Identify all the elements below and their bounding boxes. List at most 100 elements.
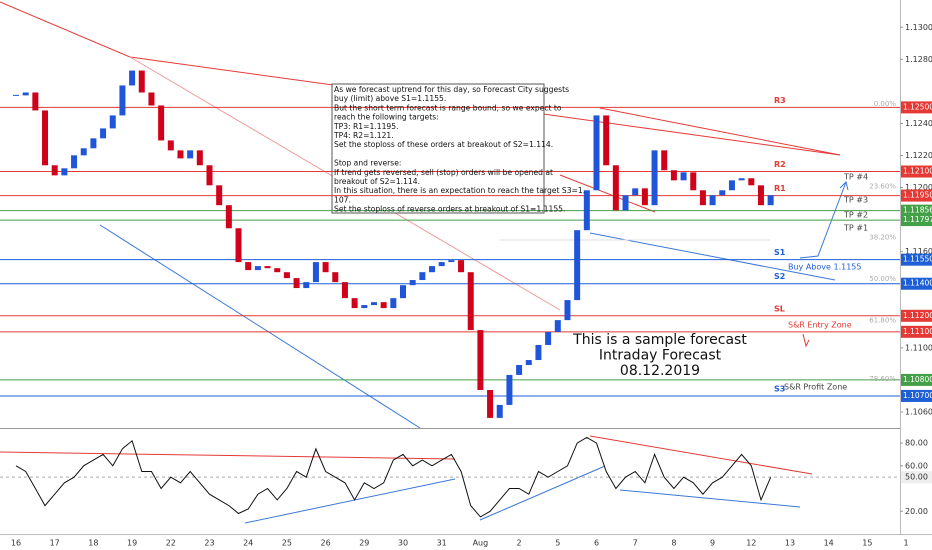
x-tick-label: 18 <box>88 539 98 548</box>
level-name: SL <box>774 304 785 313</box>
price-tag <box>901 325 932 338</box>
note-line: reach the following targets: <box>334 113 439 122</box>
price-tag <box>901 471 932 484</box>
rsi-trend-line <box>619 489 801 508</box>
fib-label: 23.60% <box>869 183 896 191</box>
candle <box>709 195 716 206</box>
candle <box>264 266 271 269</box>
fib-label: 61.80% <box>869 316 896 324</box>
candle <box>380 302 387 309</box>
x-tick-label: 26 <box>321 539 331 548</box>
y-tick-label: 60.00 <box>905 461 928 470</box>
candle <box>42 110 49 166</box>
candle <box>448 260 455 263</box>
arrow <box>799 181 847 259</box>
x-tick-label: 5 <box>555 539 560 548</box>
candle <box>341 282 348 299</box>
candle <box>235 228 242 263</box>
annotation: Buy Above 1.1155 <box>788 263 861 272</box>
x-tick-label: 30 <box>398 539 408 548</box>
candle <box>400 285 406 299</box>
candle <box>651 150 658 206</box>
candle <box>409 280 416 286</box>
candle <box>748 178 755 186</box>
candle <box>419 272 426 281</box>
annotation: TP #4 <box>843 173 868 182</box>
y-tick-label: 20.00 <box>905 507 928 516</box>
x-tick-label: 2 <box>517 539 522 548</box>
price-tag-label: 1.10700 <box>903 391 932 400</box>
rsi-trend-line <box>589 435 813 475</box>
candle <box>61 168 68 176</box>
candle <box>661 150 668 171</box>
price-tag <box>901 165 932 178</box>
candle <box>670 170 677 181</box>
x-tick-label: 9 <box>710 539 715 548</box>
price-tag <box>901 204 932 217</box>
candle <box>109 115 116 129</box>
annotation: TP #3 <box>843 196 868 205</box>
candle <box>332 272 339 283</box>
candle <box>351 298 358 309</box>
candle <box>506 374 513 405</box>
price-tag <box>901 189 932 202</box>
note-line: buy (limit) above S1=1.1155. <box>334 94 446 103</box>
price-tag-label: 1.10800 <box>903 375 932 384</box>
candle <box>370 302 377 306</box>
level-name: R1 <box>774 184 786 193</box>
candle <box>429 266 436 273</box>
candle <box>148 92 155 106</box>
annotation: TP #1 <box>843 224 868 233</box>
price-tag <box>901 277 932 290</box>
annotation: S&R Entry Zone <box>788 321 852 330</box>
candle <box>593 115 600 191</box>
level-name: R2 <box>774 160 786 169</box>
candle <box>274 268 281 273</box>
candle <box>71 155 78 169</box>
x-tick-label: 17 <box>50 539 60 548</box>
candle <box>206 165 213 186</box>
candle <box>516 365 523 375</box>
candle <box>187 150 194 159</box>
y-tick-label: 1.11000 <box>905 343 932 352</box>
candle <box>738 178 745 181</box>
price-tag <box>901 373 932 386</box>
x-tick-label: 6 <box>594 539 599 548</box>
x-tick-label: 7 <box>633 539 638 548</box>
candle <box>51 165 58 176</box>
note-box <box>331 83 545 214</box>
candle <box>254 266 261 271</box>
candle <box>129 70 136 86</box>
rsi-level-label: 50.00 <box>905 473 928 482</box>
price-tag-label: 1.11950 <box>903 191 932 200</box>
y-tick-label: 1.11600 <box>905 247 932 256</box>
y-tick-label: 80.00 <box>905 439 928 448</box>
fib-label: 78.60% <box>869 375 896 383</box>
y-tick-label: 1.12800 <box>905 55 932 64</box>
level-name: S1 <box>774 248 786 257</box>
candle <box>767 195 774 206</box>
arrow <box>802 333 810 348</box>
candle <box>603 115 610 166</box>
forecast-title: 08.12.2019 <box>620 363 700 379</box>
note-line: But the short term forecast is range bou… <box>334 103 562 112</box>
y-tick-label: 1.12400 <box>905 119 932 128</box>
note-line: In this situation, there is an expectati… <box>334 186 585 195</box>
trend-line <box>559 174 656 213</box>
note-line: breakout of S2=1.114. <box>334 177 420 186</box>
candle <box>622 195 629 211</box>
x-tick-label: 24 <box>243 539 253 548</box>
candle <box>303 282 310 289</box>
y-tick-label: 1.13000 <box>905 23 932 32</box>
candle <box>80 148 87 156</box>
candle <box>167 140 174 151</box>
candle <box>728 180 735 191</box>
trend-line <box>0 1 131 58</box>
x-tick-label: 14 <box>824 539 834 548</box>
candle <box>719 190 726 196</box>
note-line: If trend gets reversed, sell (stop) orde… <box>334 168 553 177</box>
x-tick-label: 23 <box>204 539 214 548</box>
rsi-trend-line <box>244 478 456 524</box>
trend-line <box>589 232 836 281</box>
